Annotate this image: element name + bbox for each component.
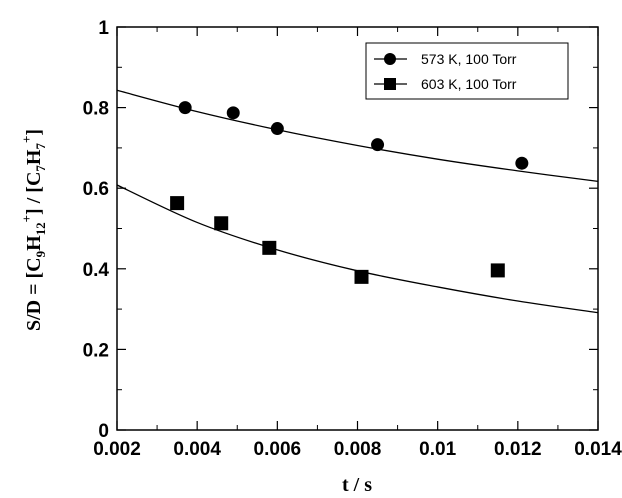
x-tick-label: 0.012 bbox=[494, 439, 542, 460]
data-point-circle bbox=[515, 156, 529, 170]
data-points bbox=[170, 101, 529, 284]
y-tick-label: 0.8 bbox=[83, 99, 109, 120]
y-tick-label: 0 bbox=[98, 421, 109, 442]
x-axis-title: t / s bbox=[342, 474, 372, 496]
data-point-square bbox=[170, 196, 185, 211]
x-tick-label: 0.014 bbox=[574, 439, 622, 460]
legend-label-1: 573 K, 100 Torr bbox=[421, 51, 517, 67]
legend-marker-circle bbox=[384, 53, 396, 65]
x-tick-label: 0.002 bbox=[93, 439, 141, 460]
x-tick-label: 0.004 bbox=[173, 439, 221, 460]
y-tick-label: 0.2 bbox=[83, 340, 109, 361]
legend: 573 K, 100 Torr 603 K, 100 Torr bbox=[365, 42, 569, 100]
y-tick-label: 0.6 bbox=[83, 179, 109, 200]
ticks bbox=[116, 26, 599, 431]
x-tick-label: 0.01 bbox=[419, 439, 456, 460]
legend-box bbox=[365, 42, 569, 100]
data-point-circle bbox=[371, 138, 385, 152]
legend-marker-square bbox=[384, 78, 396, 90]
x-tick-label: 0.006 bbox=[254, 439, 302, 460]
y-tick-labels: 0 0.2 0.4 0.6 0.8 1 bbox=[83, 18, 110, 442]
data-point-square bbox=[490, 263, 505, 278]
fit-curve-2 bbox=[116, 184, 599, 314]
x-tick-labels: 0.002 0.004 0.006 0.008 0.01 0.012 0.014 bbox=[93, 439, 622, 460]
legend-label-2: 603 K, 100 Torr bbox=[421, 76, 517, 92]
data-point-square bbox=[354, 269, 369, 284]
data-point-circle bbox=[226, 106, 240, 120]
data-point-square bbox=[262, 240, 277, 255]
data-point-circle bbox=[178, 101, 192, 115]
data-point-square bbox=[214, 216, 229, 231]
y-axis-title: S/D = [C9H12+] / [C7H7+] bbox=[19, 129, 48, 331]
x-tick-label: 0.008 bbox=[334, 439, 382, 460]
fit-curve-1 bbox=[116, 89, 599, 182]
data-point-circle bbox=[270, 122, 284, 136]
y-tick-label: 0.4 bbox=[83, 260, 110, 281]
y-tick-label: 1 bbox=[98, 18, 109, 39]
